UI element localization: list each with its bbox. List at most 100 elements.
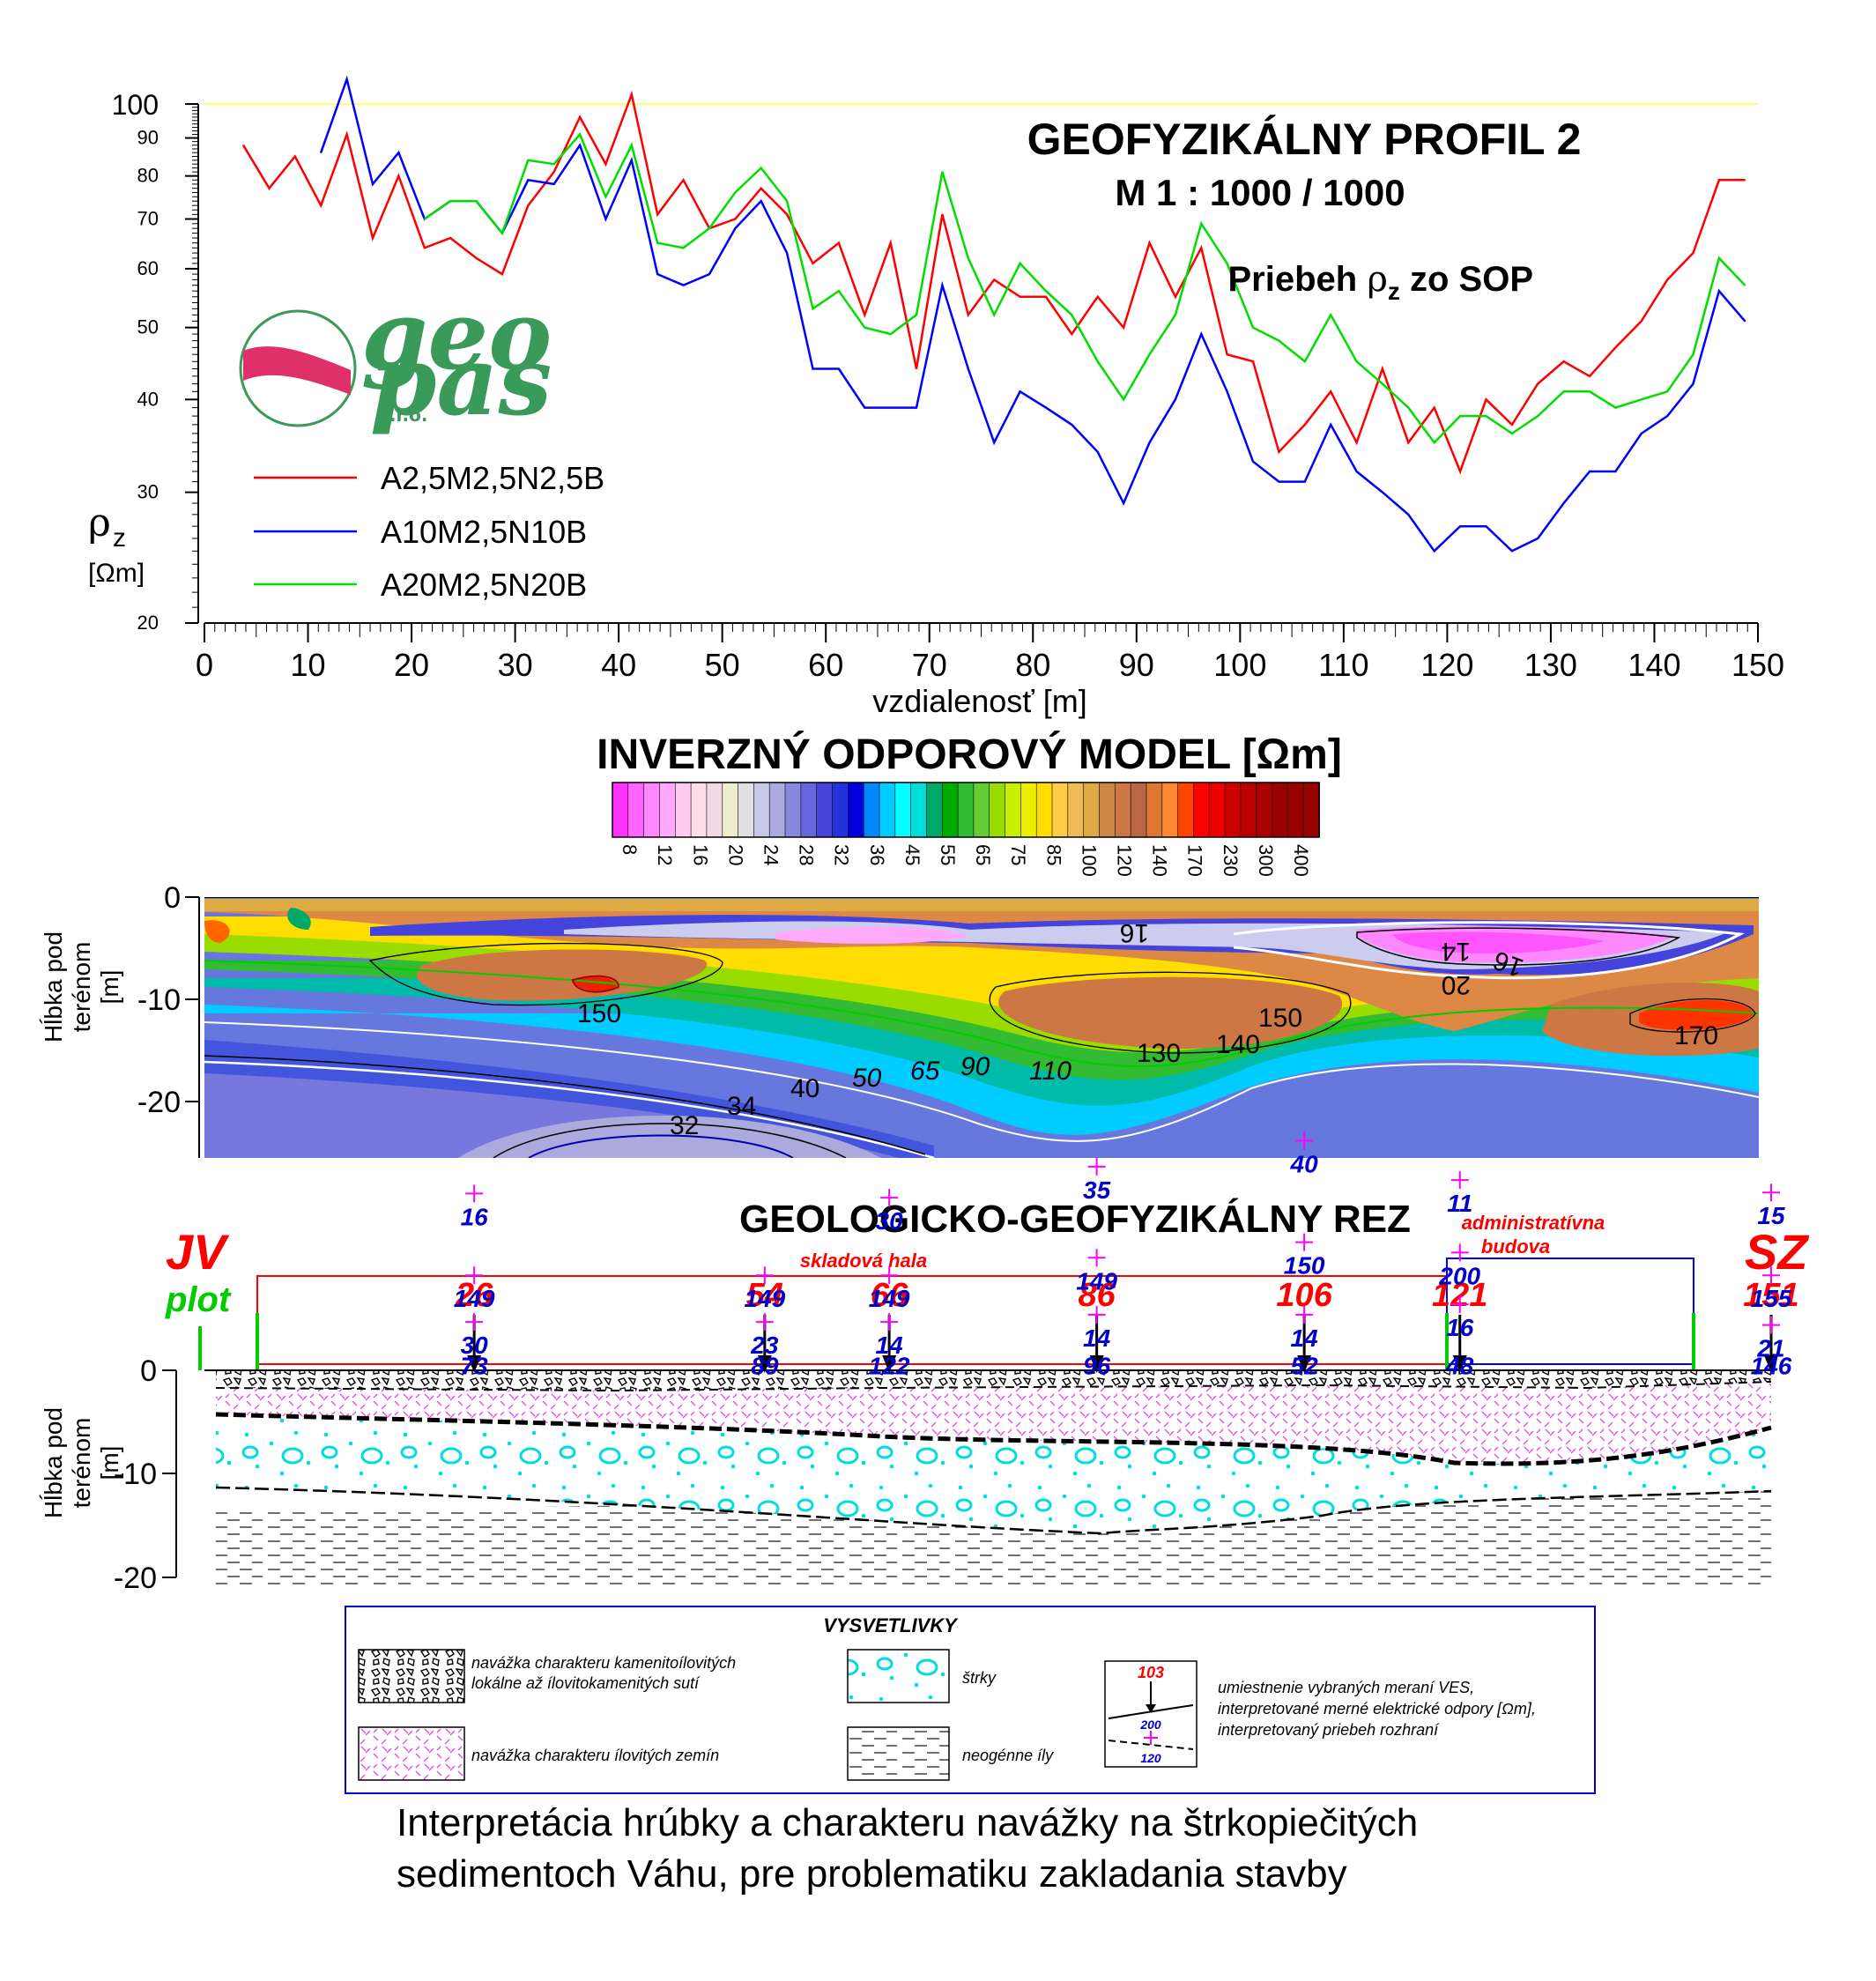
series-1-point [1304, 424, 1306, 426]
series-2-point [552, 183, 555, 185]
series-3-point [1148, 353, 1151, 356]
sounding-151-value-2: 21 [1756, 1335, 1784, 1362]
series-1-point [993, 278, 995, 281]
building-warehouse-label: skladová hala [800, 1250, 927, 1272]
series-2-point [372, 183, 374, 185]
colorbar: 8 12 16 20 24 28 32 36 45 55 65 75 85 100 120 140 170 230… [612, 782, 1320, 877]
colorbar-tick-label-28: 28 [796, 844, 818, 865]
series-1-point [372, 237, 374, 239]
series-3-point [1718, 257, 1720, 259]
x-tick-label-80: 80 [1015, 647, 1050, 683]
series-1-point [501, 273, 503, 275]
series-2-point [1459, 525, 1461, 527]
colorbar-cell [738, 782, 755, 838]
model-ytick-10: -10 [137, 983, 181, 1017]
series-3-point [656, 241, 658, 244]
series-3-point [552, 163, 555, 165]
colorbar-cell [1240, 782, 1257, 838]
series-2-point [1278, 480, 1280, 483]
series-2-point [1718, 290, 1720, 293]
series-1-point [838, 241, 840, 244]
series-3-point [1019, 263, 1021, 264]
series-2-point [1562, 502, 1565, 504]
sounding-arrow [1089, 1355, 1104, 1373]
series-1-point [552, 171, 555, 173]
series-3-point [1278, 339, 1280, 342]
model-ylabel-3: [m] [96, 970, 123, 1005]
sounding-121-value-4: 11 [1447, 1190, 1472, 1217]
y-tick-label-40: 40 [137, 388, 159, 410]
series-2-point [579, 145, 581, 146]
series-3-point [501, 232, 503, 234]
contour-label-150a: 150 [577, 999, 621, 1028]
series-1-point [449, 237, 451, 239]
legend-ves-symbol: 103 200 120 [1104, 1660, 1198, 1768]
series-1-point [889, 241, 892, 244]
x-tick-label-90: 90 [1119, 647, 1154, 683]
y-label-sub: z [113, 523, 126, 553]
series-3-point [1562, 390, 1565, 393]
series-3-point [579, 133, 581, 136]
colorbar-tick-label-24: 24 [760, 844, 782, 865]
series-1-point [604, 163, 607, 165]
series-2-point [1744, 320, 1746, 323]
series-1-point [1562, 360, 1565, 363]
contour-label-65: 65 [910, 1057, 940, 1086]
y-axis: 20 30 40 50 60 70 80 90 100 [112, 89, 199, 634]
x-tick-label-120: 120 [1420, 647, 1473, 683]
company-logo: geo s.r.o. pas [239, 280, 552, 437]
series-3-point [889, 333, 892, 335]
logo-text-sro: s.r.o. [379, 404, 427, 426]
x-tick-label-110: 110 [1318, 647, 1368, 683]
series-1-point [320, 204, 323, 206]
series-2-point [889, 406, 892, 409]
colorbar-tick-label-100: 100 [1078, 844, 1100, 877]
series-1-point [294, 155, 296, 158]
label-plot: plot [165, 1280, 232, 1319]
series-1-point [475, 257, 478, 259]
series-1-point [1278, 451, 1280, 453]
legend-swatch-clayfill [358, 1726, 465, 1781]
colorbar-cell [1130, 782, 1147, 838]
contour-label-150b: 150 [1258, 1004, 1302, 1033]
colorbar-cell [1083, 782, 1101, 838]
legend-ves-bot: 120 [1140, 1751, 1161, 1765]
figure-caption: Interpretácia hrúbky a charakteru navážk… [397, 1798, 1630, 1900]
colorbar-cell [816, 782, 834, 838]
contour-label-32: 32 [670, 1111, 699, 1140]
legend: A2,5M2,5N2,5B A10M2,5N10B A20M2,5N20B [254, 460, 604, 603]
sounding-arrow [1297, 1355, 1312, 1373]
sounding-arrow [882, 1355, 897, 1373]
sounding-26-value-4: 16 [461, 1203, 489, 1230]
y-tick-label-20: 20 [137, 612, 159, 634]
building-warehouse [256, 1275, 1448, 1365]
series-3-point [760, 167, 762, 169]
chart-scale: M 1 : 1000 / 1000 [1115, 172, 1405, 213]
series-3-point [1692, 353, 1694, 356]
series-2-point [760, 200, 762, 202]
colorbar-cell [832, 782, 849, 838]
series-3-point [1511, 433, 1513, 434]
colorbar-cell [989, 782, 1006, 838]
series-2-point [604, 218, 607, 220]
legend-swatch-neogene [847, 1726, 950, 1781]
logo-band [243, 346, 351, 395]
colorbar-cell [674, 782, 692, 838]
series-2-point [1304, 480, 1306, 483]
legend-label-3: A20M2,5N20B [381, 567, 587, 603]
model-field [204, 897, 1759, 1158]
colorbar-cell [1067, 782, 1085, 838]
x-tick-label-130: 130 [1524, 647, 1577, 683]
series-3-point [1382, 382, 1383, 385]
colorbar-cell [753, 782, 771, 838]
series-3-point [449, 200, 451, 202]
contour-label-170: 170 [1674, 1021, 1718, 1050]
sounding-66-value-2: 14 [876, 1332, 904, 1359]
series-3-point [1175, 314, 1176, 316]
colorbar-cell [1287, 782, 1305, 838]
colorbar-cell [879, 782, 896, 838]
y-tick-label-80: 80 [137, 165, 159, 187]
sounding-26-value-2: 30 [461, 1332, 489, 1359]
geological-section: GEOLOGICKO-GEOFYZIKÁLNY REZ JV plot SZ s… [39, 1131, 1809, 1595]
series-2-point [993, 441, 995, 444]
